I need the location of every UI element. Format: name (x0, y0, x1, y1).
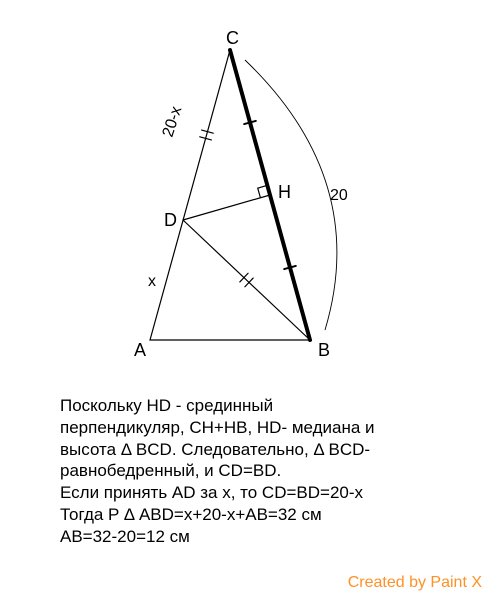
solution-line: перпендикуляр, CH+HB, HD- медиана и (60, 417, 460, 439)
svg-text:x: x (148, 273, 156, 290)
svg-text:20: 20 (330, 187, 348, 204)
svg-text:B: B (318, 340, 330, 360)
page-root: A B C D H 20-x x 20 Поскольку HD - срединный пе… (0, 0, 500, 600)
svg-text:20-x: 20-x (160, 104, 186, 139)
solution-line: AB=32-20=12 см (60, 526, 460, 548)
solution-line: Поскольку HD - срединный (60, 395, 460, 417)
watermark: Created by Paint X (348, 574, 482, 592)
solution-line: высота Δ BCD. Следовательно, Δ BCD- (60, 439, 460, 461)
solution-text: Поскольку HD - срединный перпендикуляр, … (60, 395, 460, 547)
solution-line: равнобедренный, и CD=BD. (60, 460, 460, 482)
svg-text:C: C (226, 30, 239, 48)
solution-line: Тогда P Δ ABD=x+20-x+AB=32 см (60, 504, 460, 526)
triangle-svg: A B C D H 20-x x 20 (110, 30, 410, 380)
svg-text:A: A (134, 340, 146, 360)
svg-text:D: D (164, 210, 177, 230)
geometry-diagram: A B C D H 20-x x 20 (110, 30, 410, 385)
svg-text:H: H (278, 182, 291, 202)
solution-line: Если принять AD за x, то CD=BD=20-x (60, 482, 460, 504)
